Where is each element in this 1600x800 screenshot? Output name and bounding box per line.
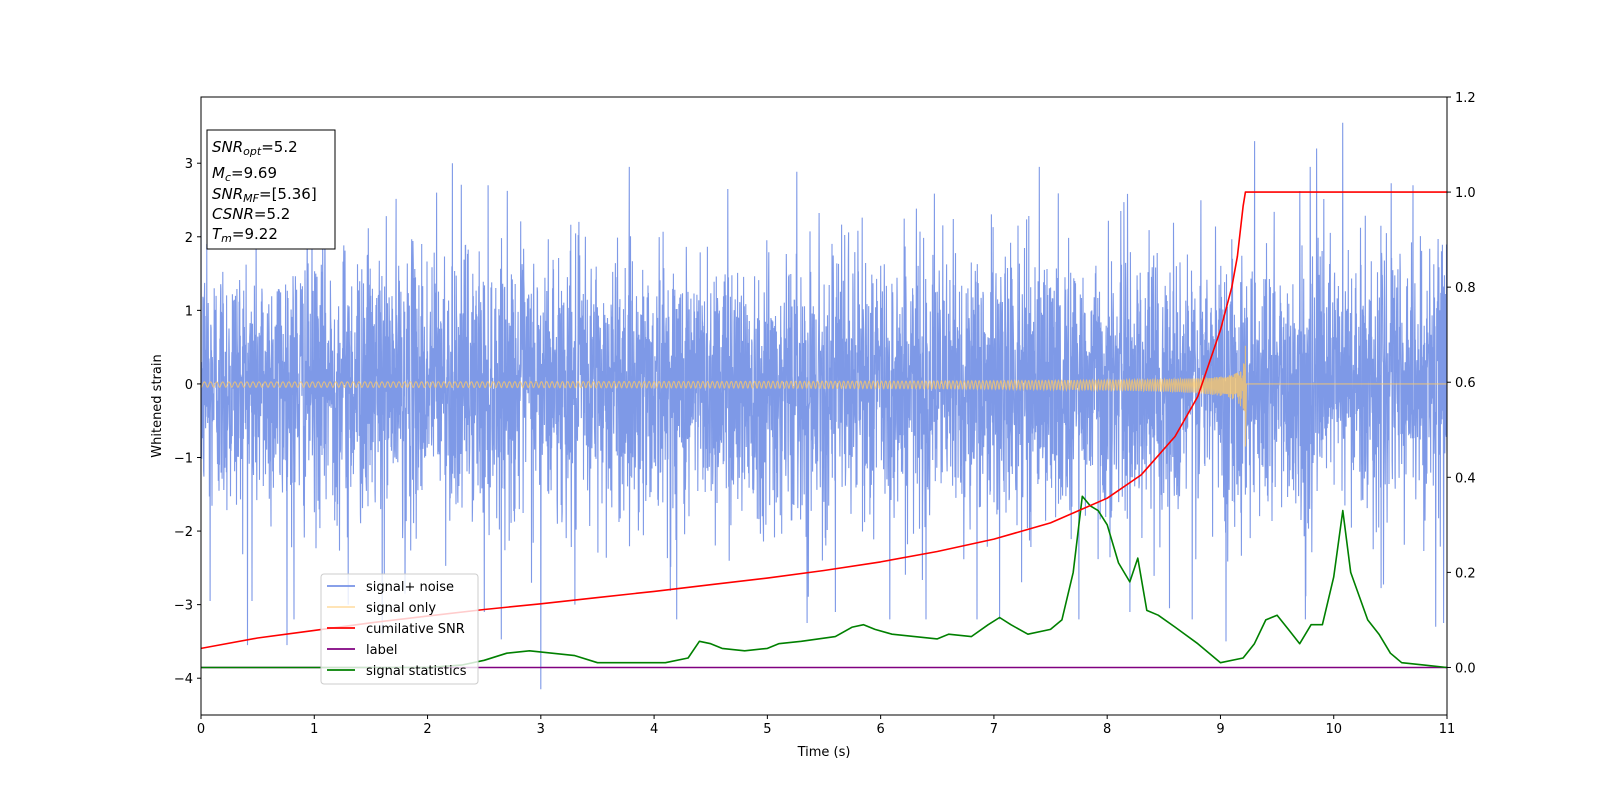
y-right-tick-label: 0.6 <box>1455 376 1476 391</box>
x-axis-ticks: 0 1 2 3 4 5 6 7 8 9 10 11 <box>197 715 1455 737</box>
legend-frame <box>320 573 479 685</box>
series-signal-only <box>201 345 1447 447</box>
info-snr-mf: SNRMF=[5.36] <box>212 185 317 205</box>
y-left-tick-label: −1 <box>174 452 193 467</box>
y-right-tick-label: 1.2 <box>1455 91 1476 106</box>
info-box-frame <box>206 129 336 250</box>
legend-label: signal statistics <box>366 664 467 679</box>
legend-item-signal-statistics: signal statistics <box>327 664 467 679</box>
y-left-tick-label: 0 <box>185 378 193 393</box>
x-tick-label: 1 <box>310 722 318 737</box>
x-tick-label: 2 <box>423 722 431 737</box>
legend-label: label <box>366 643 397 658</box>
legend-label: signal+ noise <box>366 580 454 595</box>
y-right-tick-label: 0.0 <box>1455 661 1476 676</box>
x-tick-label: 8 <box>1103 722 1111 737</box>
legend-item-cumulative-snr: cumilative SNR <box>327 622 465 637</box>
y-left-tick-label: 1 <box>185 304 193 319</box>
x-tick-label: 6 <box>876 722 884 737</box>
x-tick-label: 3 <box>537 722 545 737</box>
x-tick-label: 0 <box>197 722 205 737</box>
axes-frame <box>200 96 1448 716</box>
x-tick-label: 5 <box>763 722 771 737</box>
legend-item-label: label <box>327 643 397 658</box>
info-box: SNRopt=5.2 Mc=9.69 SNRMF=[5.36] CSNR=5.2… <box>206 129 336 250</box>
y-left-tick-label: 3 <box>185 157 193 172</box>
y-left-tick-label: −3 <box>174 599 193 614</box>
legend-item-signal-plus-noise: signal+ noise <box>327 580 454 595</box>
y-right-tick-label: 0.2 <box>1455 566 1476 581</box>
legend-label: signal only <box>366 601 436 616</box>
y-axis-label: Whitened strain <box>150 354 165 457</box>
info-csnr: CSNR=5.2 <box>212 205 290 223</box>
x-tick-label: 4 <box>650 722 658 737</box>
y-left-tick-label: 2 <box>185 231 193 246</box>
info-chirp-mass: Mc=9.69 <box>212 164 277 184</box>
x-tick-label: 7 <box>990 722 998 737</box>
series-signal-statistics <box>201 495 1447 669</box>
legend: signal+ noise signal only cumilative SNR la… <box>320 573 479 685</box>
signal-only-line <box>201 345 1447 447</box>
y-left-axis-ticks: 3 2 1 0 −1 −2 −3 −4 <box>174 157 201 687</box>
y-left-tick-label: −4 <box>174 672 193 687</box>
series-signal-plus-noise <box>201 122 1447 690</box>
y-right-tick-label: 0.8 <box>1455 281 1476 296</box>
y-right-tick-label: 1.0 <box>1455 186 1476 201</box>
y-right-axis-ticks: 1.2 1.0 0.8 0.6 0.4 0.2 0.0 <box>1447 91 1476 676</box>
signal-statistics-line <box>201 495 1447 669</box>
y-left-tick-label: −2 <box>174 525 193 540</box>
signal-plus-noise-line <box>201 122 1447 690</box>
y-right-tick-label: 0.4 <box>1455 471 1476 486</box>
legend-label: cumilative SNR <box>366 622 465 637</box>
info-merger-time: Tm=9.22 <box>212 225 278 245</box>
x-tick-label: 11 <box>1439 722 1456 737</box>
info-snr-opt: SNRopt=5.2 <box>212 138 298 158</box>
x-tick-label: 9 <box>1216 722 1224 737</box>
x-axis-label: Time (s) <box>797 745 851 760</box>
x-tick-label: 10 <box>1325 722 1342 737</box>
legend-item-signal-only: signal only <box>327 601 436 616</box>
